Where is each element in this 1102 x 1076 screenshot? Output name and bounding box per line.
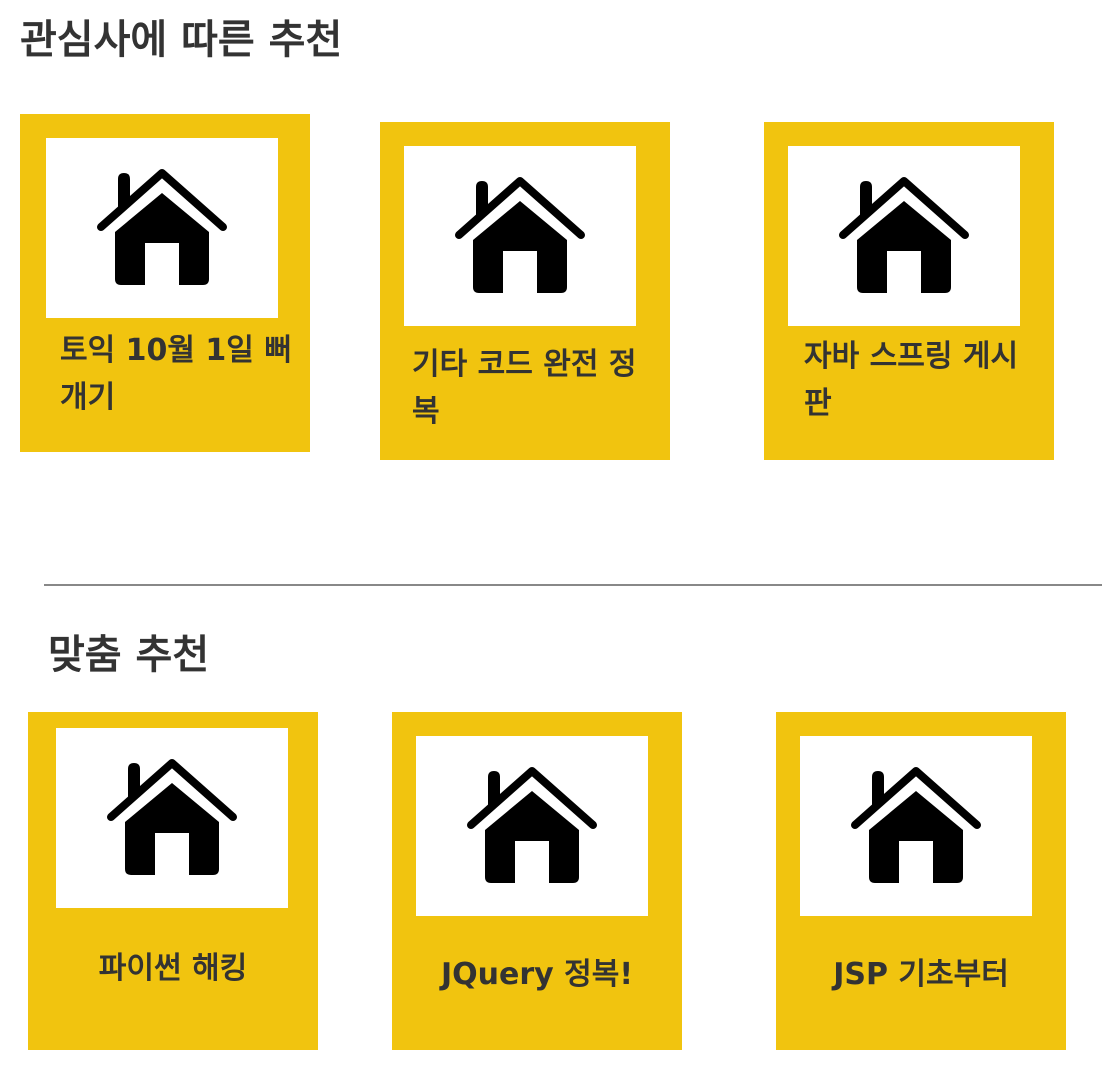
card-thumbnail bbox=[56, 728, 288, 908]
home-icon bbox=[851, 767, 981, 885]
course-card[interactable]: JQuery 정복! bbox=[392, 712, 682, 1050]
card-title: 파이썬 해킹 bbox=[98, 951, 248, 986]
home-icon bbox=[97, 169, 227, 287]
card-title: JQuery 정복! bbox=[440, 957, 634, 992]
card-thumbnail bbox=[800, 736, 1032, 916]
card-thumbnail bbox=[404, 146, 636, 326]
card-thumbnail bbox=[788, 146, 1020, 326]
card-title: 토익 10월 1일 뻐개기 bbox=[60, 333, 292, 415]
home-icon bbox=[839, 177, 969, 295]
card-thumbnail bbox=[416, 736, 648, 916]
course-card[interactable]: JSP 기초부터 bbox=[776, 712, 1066, 1050]
card-title: 기타 코드 완전 정복 bbox=[412, 347, 637, 429]
home-icon bbox=[107, 759, 237, 877]
course-card[interactable]: 토익 10월 1일 뻐개기 bbox=[20, 114, 310, 452]
home-icon bbox=[455, 177, 585, 295]
home-icon bbox=[467, 767, 597, 885]
section-divider bbox=[44, 584, 1102, 586]
card-thumbnail bbox=[46, 138, 278, 318]
interest-section-title: 관심사에 따른 추천 bbox=[20, 17, 343, 63]
card-title: JSP 기초부터 bbox=[833, 957, 1009, 992]
course-card[interactable]: 자바 스프링 게시판 bbox=[764, 122, 1054, 460]
custom-section-title: 맞춤 추천 bbox=[48, 632, 210, 678]
card-title: 자바 스프링 게시판 bbox=[804, 339, 1019, 421]
course-card[interactable]: 기타 코드 완전 정복 bbox=[380, 122, 670, 460]
course-card[interactable]: 파이썬 해킹 bbox=[28, 712, 318, 1050]
